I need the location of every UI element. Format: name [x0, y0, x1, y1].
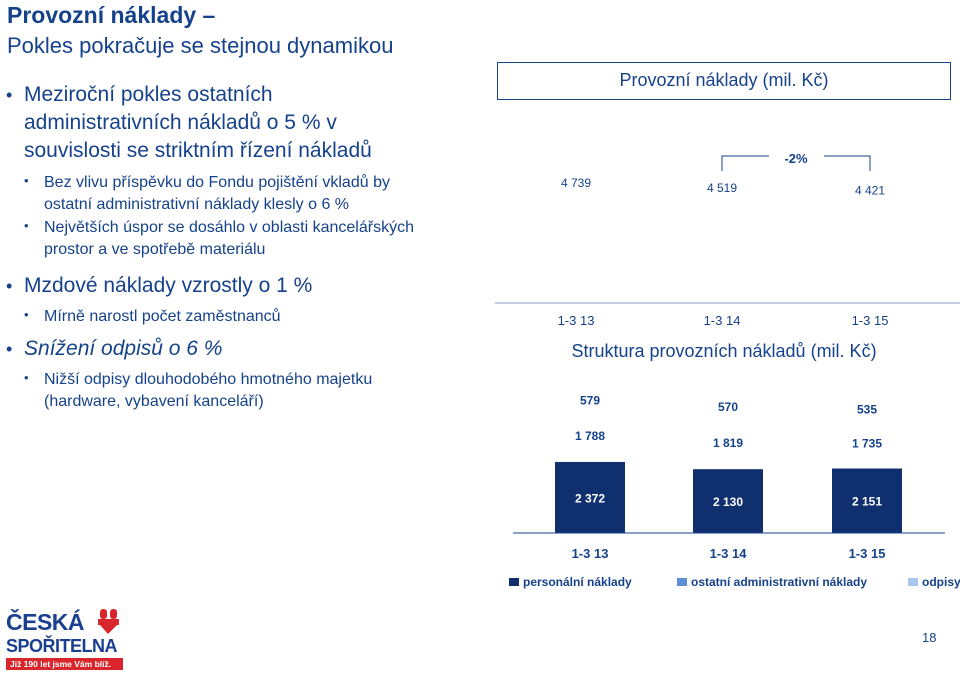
bullet-item: Snížení odpisů o 6 % — [24, 337, 223, 360]
growth-label: -2% — [784, 151, 808, 166]
chart2-segment-personal — [693, 469, 763, 533]
bullet-item: Největších úspor se dosáhlo v oblasti ka… — [44, 219, 414, 258]
chart2-value-label: 1 735 — [852, 436, 882, 450]
bullet-item: Meziroční pokles ostatních administrativ… — [24, 83, 372, 162]
bullet-marker: • — [6, 85, 13, 105]
logo-graphic: ČESKÁ SPOŘITELNA Již 190 let jsme Vám bl… — [6, 608, 123, 670]
slide-title: Provozní náklady – — [7, 2, 216, 28]
chart2-segment-admin — [555, 408, 625, 462]
ceska-sporitelna-logo: ČESKÁ SPOŘITELNA Již 190 let jsme Vám bl… — [6, 607, 124, 671]
chart1-bar — [835, 200, 905, 303]
chart1-title: Provozní náklady (mil. Kč) — [619, 70, 829, 90]
slide-subtitle: Pokles pokračuje se stejnou dynamikou — [7, 33, 394, 58]
bullet-marker: • — [24, 307, 29, 322]
bullet-marker: • — [24, 218, 29, 233]
svg-text:SPOŘITELNA: SPOŘITELNA — [6, 635, 118, 656]
legend-swatch — [677, 578, 687, 586]
bullet-marker: • — [24, 370, 29, 385]
svg-text:ČESKÁ: ČESKÁ — [6, 608, 84, 635]
growth-annotation: -2% — [721, 149, 871, 171]
chart1-bar — [541, 193, 611, 303]
chart2-category-label: 1-3 13 — [572, 546, 609, 561]
legend-item: ostatní administrativní náklady — [677, 575, 867, 589]
legend-label: odpisy — [922, 575, 960, 589]
legend-label: ostatní administrativní náklady — [691, 575, 868, 589]
chart2-value-label: 2 130 — [713, 495, 743, 509]
chart1-category-label: 1-3 15 — [852, 313, 889, 328]
bullet-item: Mírně narostl počet zaměstnanců — [44, 308, 281, 325]
chart2-title: Struktura provozních nákladů (mil. Kč) — [571, 341, 877, 361]
bullet-marker: • — [24, 173, 29, 188]
logo-emblem — [98, 609, 119, 634]
chart2-category-label: 1-3 14 — [710, 546, 748, 561]
chart2-segment-admin — [693, 414, 763, 470]
chart2-category-label: 1-3 15 — [849, 546, 886, 561]
svg-text:Již 190 let jsme Vám blíž.: Již 190 let jsme Vám blíž. — [10, 659, 111, 669]
chart2-segment-personal — [832, 468, 902, 533]
chart1-value-label: 4 421 — [855, 183, 885, 197]
chart2-value-label: 1 819 — [713, 436, 743, 450]
chart1-plot: 4 739 1-3 13 4 519 1-3 14 4 421 1-3 15 -2% — [495, 149, 960, 328]
legend-label: personální náklady — [523, 575, 632, 589]
chart2-value-label: 2 151 — [852, 495, 882, 509]
legend-swatch — [908, 578, 918, 586]
chart1-category-label: 1-3 14 — [704, 313, 741, 328]
chart2-value-label: 579 — [580, 394, 600, 408]
chart2-value-label: 570 — [718, 400, 738, 414]
chart1-bar — [687, 198, 757, 303]
chart1-category-label: 1-3 13 — [558, 313, 595, 328]
bullet-item: Mzdové náklady vzrostly o 1 % — [24, 274, 313, 297]
legend-item: personální náklady — [509, 575, 632, 589]
legend-item: odpisy — [908, 575, 960, 589]
chart1-title-box — [497, 62, 951, 100]
bullet-item: Nižší odpisy dlouhodobého hmotného majet… — [44, 371, 373, 410]
chart1-value-label: 4 739 — [561, 176, 591, 190]
legend-swatch — [509, 578, 519, 586]
chart2-segment-depreciation — [693, 397, 763, 415]
chart2-legend: personální náklady ostatní administrativ… — [509, 575, 960, 591]
chart2-value-label: 2 372 — [575, 491, 605, 505]
chart2-segment-personal — [555, 461, 625, 533]
bullet-marker: • — [6, 339, 13, 359]
bullet-marker: • — [6, 276, 13, 296]
chart2-segment-admin — [832, 416, 902, 469]
chart2-value-label: 1 788 — [575, 429, 605, 443]
chart2-value-label: 535 — [857, 402, 877, 416]
page-number: 18 — [922, 630, 937, 645]
chart1-value-label: 4 519 — [707, 181, 737, 195]
chart2-segment-depreciation — [555, 390, 625, 409]
bullet-item: Bez vlivu příspěvku do Fondu pojištění v… — [44, 174, 390, 213]
chart2-segment-depreciation — [832, 400, 902, 417]
